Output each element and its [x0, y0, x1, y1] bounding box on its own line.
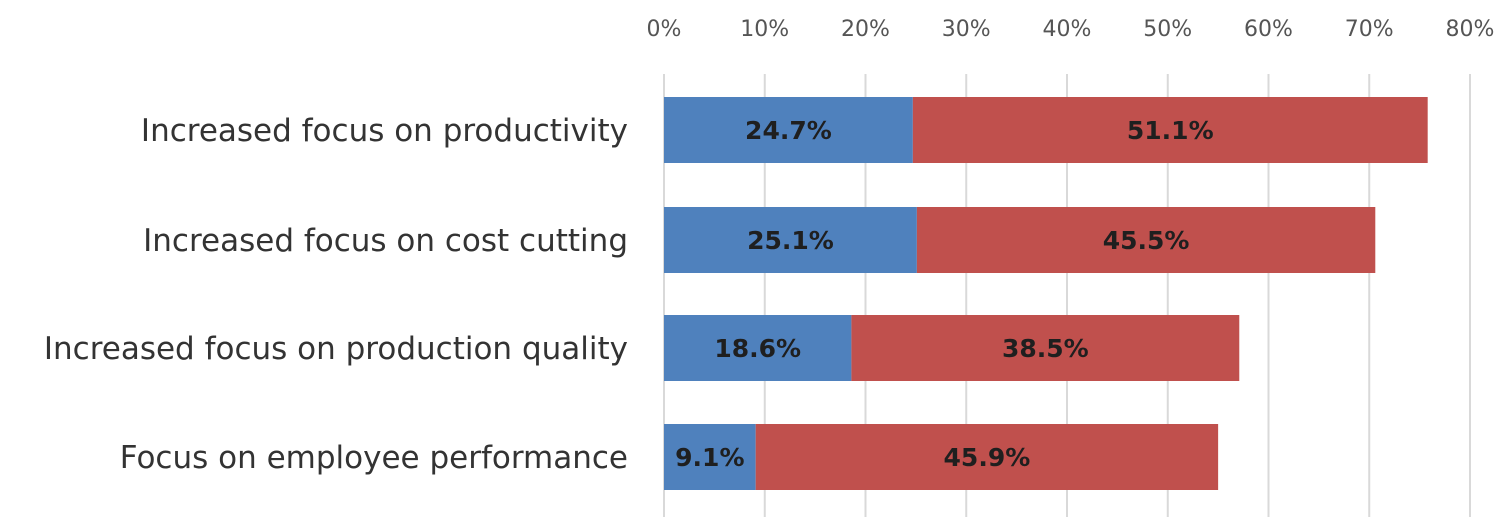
- category-label: Increased focus on cost cutting: [143, 223, 628, 259]
- x-tick-label: 30%: [942, 17, 991, 42]
- bar-segment: [664, 97, 913, 163]
- category-label: Focus on employee performance: [120, 440, 628, 476]
- bar-segment: [664, 207, 917, 273]
- bar-segment: [916, 207, 1376, 273]
- bar-segment: [755, 424, 1219, 490]
- bar-segment: [912, 97, 1428, 163]
- data-label: 45.9%: [944, 443, 1031, 472]
- category-label: Increased focus on productivity: [141, 113, 628, 149]
- data-label: 51.1%: [1127, 116, 1214, 145]
- bar-segment: [664, 315, 852, 381]
- data-label: 24.7%: [745, 116, 832, 145]
- bar-segment: [851, 315, 1240, 381]
- data-label: 9.1%: [675, 443, 744, 472]
- category-label: Increased focus on production quality: [44, 331, 628, 367]
- x-tick-label: 50%: [1143, 17, 1192, 42]
- x-tick-label: 10%: [740, 17, 789, 42]
- x-tick-label: 20%: [841, 17, 890, 42]
- bar-segment: [664, 424, 756, 490]
- data-label: 45.5%: [1103, 226, 1190, 255]
- data-label: 25.1%: [747, 226, 834, 255]
- data-label: 18.6%: [714, 334, 801, 363]
- data-label: 38.5%: [1002, 334, 1089, 363]
- x-tick-label: 70%: [1345, 17, 1394, 42]
- x-tick-label: 40%: [1043, 17, 1092, 42]
- x-tick-label: 0%: [647, 17, 682, 42]
- x-tick-label: 80%: [1446, 17, 1495, 42]
- x-tick-label: 60%: [1244, 17, 1293, 42]
